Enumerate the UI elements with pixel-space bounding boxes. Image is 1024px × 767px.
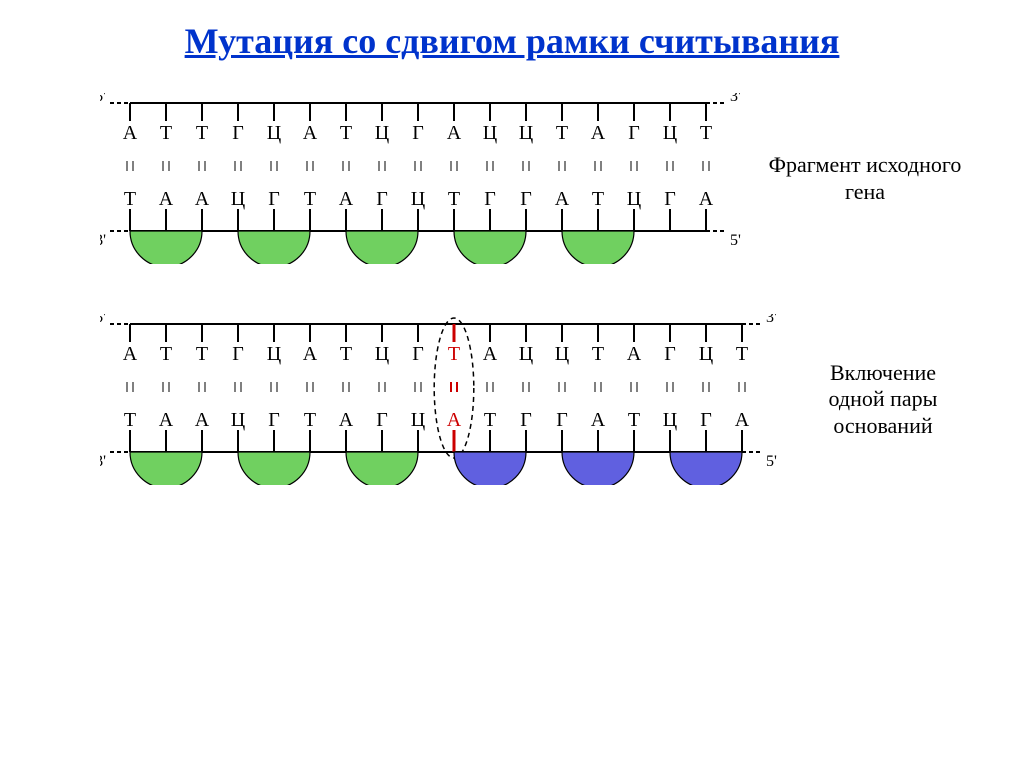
svg-text:А: А [627, 343, 642, 365]
svg-text:А: А [447, 409, 462, 431]
svg-text:А: А [699, 188, 714, 210]
svg-text:Т: Т [448, 343, 460, 365]
svg-text:А: А [303, 343, 318, 365]
svg-text:Г: Г [376, 409, 388, 431]
svg-text:Ц: Ц [411, 188, 425, 210]
svg-text:Ц: Ц [627, 188, 641, 210]
svg-text:Ц: Ц [519, 122, 533, 144]
label-original: Фрагмент исходного гена [766, 152, 964, 205]
svg-text:Ц: Ц [267, 343, 281, 365]
svg-text:А: А [483, 343, 498, 365]
diagram-original: 5'3'3'5'АТТАТАГЦЦГАТТАЦГГЦАТЦГЦГТААТГЦЦГ… [100, 93, 964, 264]
svg-text:5': 5' [100, 314, 106, 326]
svg-text:Т: Т [196, 343, 208, 365]
svg-text:Г: Г [664, 343, 676, 365]
svg-text:Т: Т [448, 188, 460, 210]
svg-text:5': 5' [730, 232, 741, 249]
svg-text:А: А [339, 409, 354, 431]
svg-text:Г: Г [484, 188, 496, 210]
svg-text:А: А [555, 188, 570, 210]
svg-text:Т: Т [196, 122, 208, 144]
svg-text:Ц: Ц [555, 343, 569, 365]
svg-text:Ц: Ц [267, 122, 281, 144]
label-insertion: Включение одной пары оснований [802, 360, 964, 439]
svg-text:3': 3' [100, 232, 106, 249]
svg-text:3': 3' [100, 453, 106, 470]
svg-text:А: А [339, 188, 354, 210]
svg-text:Т: Т [700, 122, 712, 144]
svg-text:Г: Г [412, 343, 424, 365]
svg-text:Т: Т [340, 343, 352, 365]
page-title: Мутация со сдвигом рамки считывания [40, 20, 984, 63]
svg-text:Т: Т [160, 343, 172, 365]
svg-text:Т: Т [556, 122, 568, 144]
svg-text:Г: Г [412, 122, 424, 144]
svg-text:Ц: Ц [375, 122, 389, 144]
svg-text:Т: Т [484, 409, 496, 431]
svg-text:Г: Г [520, 409, 532, 431]
svg-text:Г: Г [700, 409, 712, 431]
svg-text:А: А [195, 409, 210, 431]
svg-text:Т: Т [304, 188, 316, 210]
svg-text:Ц: Ц [411, 409, 425, 431]
svg-text:А: А [303, 122, 318, 144]
svg-text:Т: Т [304, 409, 316, 431]
svg-text:3': 3' [730, 93, 741, 105]
svg-text:Ц: Ц [375, 343, 389, 365]
svg-text:Г: Г [232, 122, 244, 144]
svg-text:Т: Т [592, 343, 604, 365]
svg-text:А: А [447, 122, 462, 144]
svg-text:Т: Т [592, 188, 604, 210]
svg-text:Г: Г [376, 188, 388, 210]
svg-text:5': 5' [766, 453, 777, 470]
svg-text:Г: Г [520, 188, 532, 210]
svg-text:Т: Т [124, 188, 136, 210]
svg-text:5': 5' [100, 93, 106, 105]
svg-text:А: А [159, 409, 174, 431]
svg-text:Г: Г [556, 409, 568, 431]
svg-text:3': 3' [766, 314, 777, 326]
svg-text:Ц: Ц [663, 122, 677, 144]
svg-text:Т: Т [340, 122, 352, 144]
svg-text:Т: Т [736, 343, 748, 365]
diagram-insertion: 5'3'3'5'АТТАТАГЦЦГАТТАЦГГЦТААТЦГЦГТААТГЦ… [100, 314, 964, 485]
svg-text:Ц: Ц [519, 343, 533, 365]
svg-text:Ц: Ц [231, 188, 245, 210]
svg-text:А: А [159, 188, 174, 210]
dna-diagram-2: 5'3'3'5'АТТАТАГЦЦГАТТАЦГГЦТААТЦГЦГТААТГЦ… [100, 314, 792, 485]
svg-text:А: А [123, 343, 138, 365]
svg-text:Т: Т [160, 122, 172, 144]
svg-text:Ц: Ц [483, 122, 497, 144]
svg-text:Г: Г [268, 409, 280, 431]
svg-text:Ц: Ц [663, 409, 677, 431]
svg-text:А: А [123, 122, 138, 144]
svg-text:Г: Г [664, 188, 676, 210]
svg-text:Г: Г [268, 188, 280, 210]
svg-text:А: А [591, 409, 606, 431]
svg-text:Г: Г [628, 122, 640, 144]
svg-text:Г: Г [232, 343, 244, 365]
dna-diagram-1: 5'3'3'5'АТТАТАГЦЦГАТТАЦГГЦАТЦГЦГТААТГЦЦГ… [100, 93, 756, 264]
svg-text:А: А [195, 188, 210, 210]
svg-text:Ц: Ц [231, 409, 245, 431]
svg-text:Ц: Ц [699, 343, 713, 365]
svg-text:Т: Т [628, 409, 640, 431]
svg-text:А: А [591, 122, 606, 144]
svg-text:А: А [735, 409, 750, 431]
svg-text:Т: Т [124, 409, 136, 431]
